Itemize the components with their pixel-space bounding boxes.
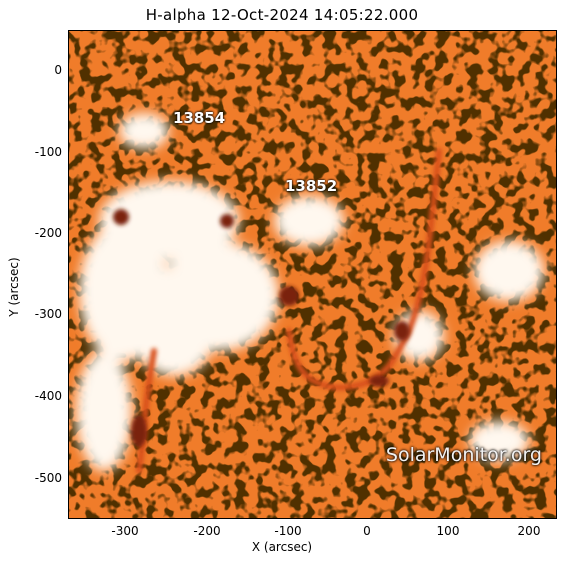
x-tick-label: -300 bbox=[111, 524, 139, 538]
x-tick-label: -100 bbox=[274, 524, 302, 538]
y-axis-label: Y (arcsec) bbox=[7, 257, 21, 317]
y-tick-label: -200 bbox=[34, 226, 62, 240]
y-tick-label: -400 bbox=[34, 389, 62, 403]
x-axis-label: X (arcsec) bbox=[251, 540, 313, 554]
y-tick-label: -500 bbox=[34, 471, 62, 485]
x-tick-label: 0 bbox=[363, 524, 371, 538]
filament-curve bbox=[286, 328, 412, 391]
region-label-13854: 13854 bbox=[173, 109, 226, 127]
y-tick-label: -300 bbox=[34, 307, 62, 321]
image-title: H-alpha 12-Oct-2024 14:05:22.000 bbox=[145, 6, 419, 24]
solar-image-svg bbox=[69, 31, 556, 518]
y-tick-label: -100 bbox=[34, 145, 62, 159]
halpha-image: 13854 13852 SolarMonitor.org bbox=[68, 30, 557, 519]
x-tick-label: -200 bbox=[193, 524, 221, 538]
x-tick-label: 200 bbox=[517, 524, 541, 538]
region-label-13852: 13852 bbox=[285, 177, 338, 195]
x-tick-label: 100 bbox=[436, 524, 460, 538]
y-tick-label: 0 bbox=[54, 63, 62, 77]
watermark: SolarMonitor.org bbox=[385, 444, 542, 466]
